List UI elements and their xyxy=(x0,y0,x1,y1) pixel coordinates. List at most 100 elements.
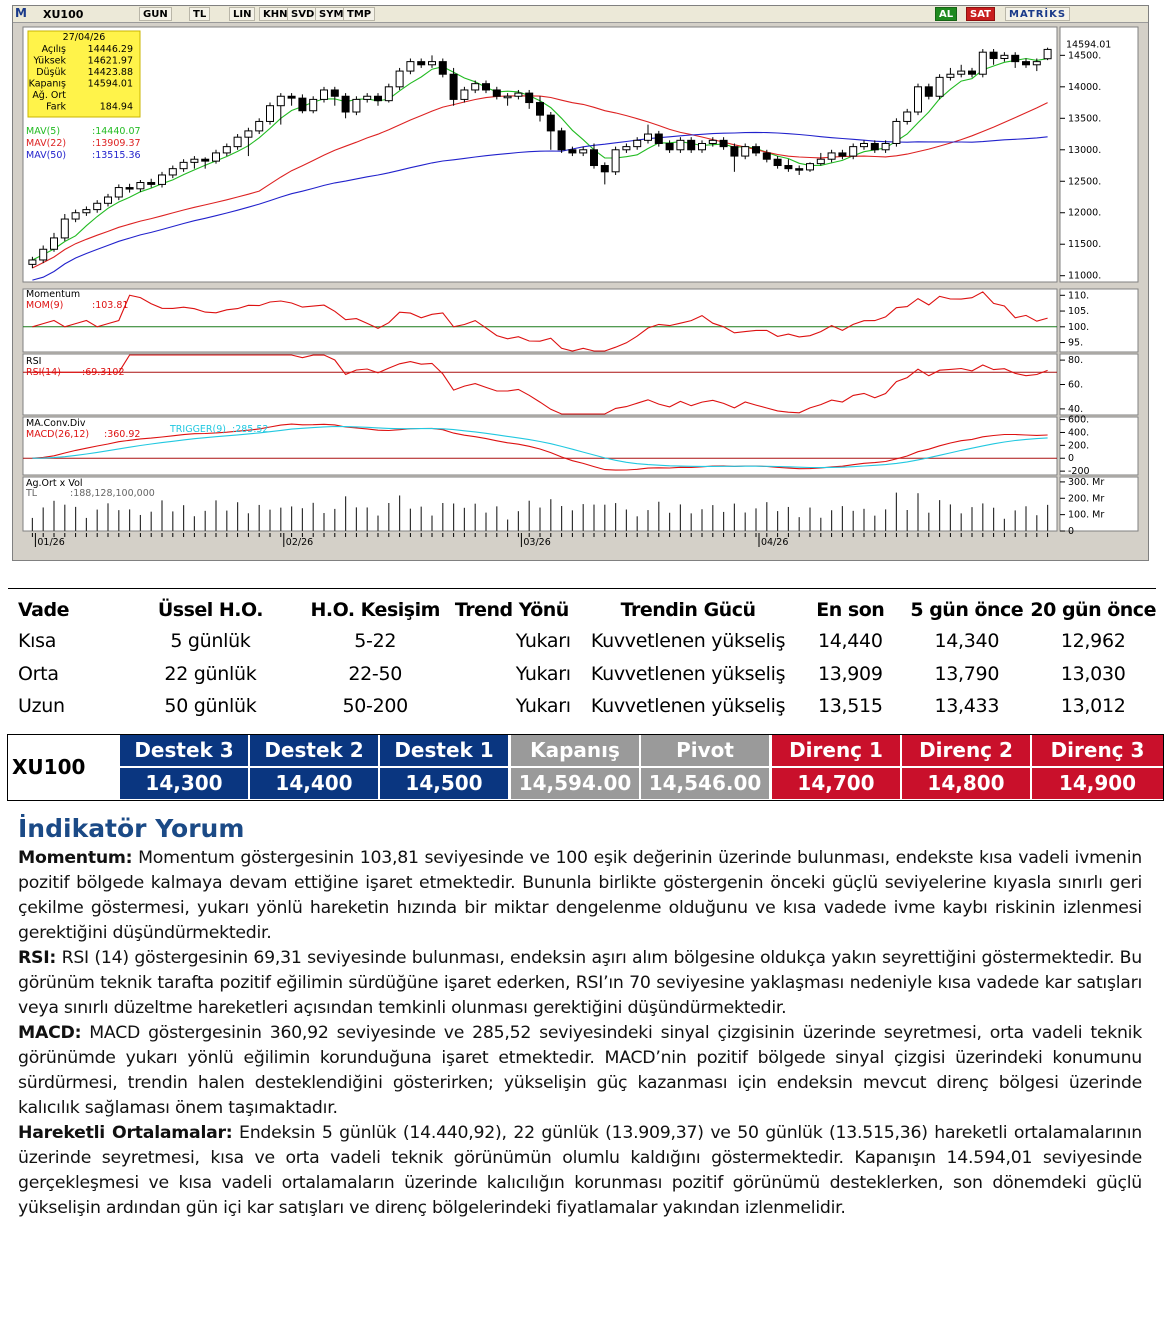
table-cell: Yukarı xyxy=(515,630,571,653)
candle-body xyxy=(568,149,577,154)
chart-toolbar: M XU100 GUN TL LIN KHN SVD SYM TMP AL SA… xyxy=(13,6,1148,23)
trend-summary-table: Vade Üssel H.O. H.O. Kesişim Trend Yönü … xyxy=(8,589,1156,723)
rsi-title: RSI xyxy=(26,356,41,367)
table-header-row: Vade Üssel H.O. H.O. Kesişim Trend Yönü … xyxy=(8,589,1156,625)
svd-button[interactable]: SVD xyxy=(287,7,319,21)
symbol-label[interactable]: XU100 xyxy=(43,8,84,21)
momentum-value: :103.81 xyxy=(92,300,128,311)
macd-label: MACD(26,12) xyxy=(26,429,89,440)
candle-body xyxy=(752,146,760,154)
period-gun-button[interactable]: GUN xyxy=(139,7,172,21)
rsi-paragraph: RSI: RSI (14) göstergesinin 69,31 seviye… xyxy=(18,946,1142,1021)
candle-body xyxy=(806,163,814,171)
momentum-panel xyxy=(22,288,1058,353)
momentum-line xyxy=(32,291,1048,352)
table-cell: Kuvvetlenen yükseliş xyxy=(590,630,786,653)
x-tick-label: 03/26 xyxy=(523,537,550,548)
last-price-label: 14594.01 xyxy=(1066,39,1111,50)
table-cell: 22-50 xyxy=(348,662,403,685)
table-cell: Kısa xyxy=(18,630,57,653)
table-cell: Orta xyxy=(18,662,59,685)
brand-label: MATRİKS xyxy=(1005,7,1071,21)
volume-tick-label: 100. Mr xyxy=(1068,510,1104,521)
candle-body xyxy=(298,97,307,112)
table-cell: 14,440 xyxy=(817,630,883,653)
candle-body xyxy=(136,182,145,190)
macd-tick-label: -200 xyxy=(1068,466,1090,477)
pivot-value: 14,546.00 xyxy=(641,768,769,799)
macd-title: MA.Conv.Div xyxy=(26,418,86,429)
momentum-tick-label: 105. xyxy=(1068,306,1089,317)
buy-button[interactable]: AL xyxy=(935,7,958,21)
info-value: 14594.01 xyxy=(88,79,133,90)
support-1-label: Destek 1 xyxy=(380,735,508,766)
table-cell: 13,030 xyxy=(1060,662,1126,685)
x-tick-label: 02/26 xyxy=(286,537,313,548)
price-tick-label: 12500. xyxy=(1068,176,1101,187)
table-cell: 13,790 xyxy=(934,662,1000,685)
candle-body xyxy=(870,142,879,151)
candle-body xyxy=(849,146,858,157)
levels-symbol: XU100 xyxy=(12,755,86,779)
candle-body xyxy=(179,161,188,170)
mav-legend-value: :13515.36 xyxy=(92,150,141,161)
table-cell: 12,962 xyxy=(1060,630,1126,653)
column-header: Trend Yönü xyxy=(454,599,569,621)
momentum-tick-label: 95. xyxy=(1068,338,1083,349)
resistance-3-value: 14,900 xyxy=(1032,768,1163,799)
price-panel xyxy=(22,26,1058,283)
info-value: 14621.97 xyxy=(88,56,133,67)
candle-body xyxy=(276,95,285,107)
tmp-button[interactable]: TMP xyxy=(343,7,376,21)
candle-body xyxy=(579,149,588,154)
candle-body xyxy=(320,89,328,100)
candle-body xyxy=(719,139,728,148)
paragraph-label: Hareketli Ortalamalar: xyxy=(18,1123,233,1143)
macd-tick-label: 200. xyxy=(1068,440,1089,451)
scale-lin-button[interactable]: LIN xyxy=(229,7,256,21)
support-3-label: Destek 3 xyxy=(120,735,248,766)
candle-body xyxy=(406,61,415,72)
macd-panel-axis xyxy=(1059,416,1139,476)
resistance-3-label: Direnç 3 xyxy=(1032,735,1163,766)
candle-body xyxy=(395,70,404,88)
candle-body xyxy=(924,86,933,97)
candle-body xyxy=(741,146,750,157)
macd-tick-label: 0 xyxy=(1068,453,1074,464)
table-cell: 50-200 xyxy=(342,695,408,718)
candle-body xyxy=(546,114,555,132)
rsi-tick-label: 40. xyxy=(1068,404,1083,415)
resistance-2-value: 14,800 xyxy=(902,768,1030,799)
candle-body xyxy=(147,182,156,185)
candle-body xyxy=(968,70,976,75)
candle-body xyxy=(708,139,717,144)
momentum-paragraph: Momentum: Momentum göstergesinin 103,81 … xyxy=(18,846,1142,946)
candle-body xyxy=(654,133,663,144)
candle-body xyxy=(503,95,512,99)
candle-body xyxy=(428,61,436,66)
chart-plot[interactable]: 11000. 11500. 12000. 12500. 13000. 13500. 1400… xyxy=(20,23,1142,558)
candle-body xyxy=(233,136,242,148)
table-cell: 5-22 xyxy=(354,630,397,653)
info-value: 14423.88 xyxy=(88,67,133,78)
paragraph-label: RSI: xyxy=(18,948,57,968)
mav-legend-name: MAV(5) xyxy=(26,126,60,137)
table-cell: Kuvvetlenen yükseliş xyxy=(590,662,786,685)
candle-body xyxy=(665,142,674,151)
table-row: Kısa 5 günlük 5-22 Yukarı Kuvvetlenen yü… xyxy=(8,625,1156,658)
indicator-commentary: İndikatör Yorum Momentum: Momentum göste… xyxy=(18,812,1142,1221)
candle-body xyxy=(460,89,469,100)
rsi-tick-label: 80. xyxy=(1068,355,1083,366)
candle-body xyxy=(946,73,955,78)
commentary-title: İndikatör Yorum xyxy=(18,814,245,843)
momentum-panel-axis xyxy=(1059,288,1139,353)
candle-body xyxy=(1000,54,1009,59)
column-header: Trendin Gücü xyxy=(620,599,756,621)
candle-body xyxy=(352,98,361,113)
rsi-label: RSI(14) xyxy=(26,367,61,378)
currency-tl-button[interactable]: TL xyxy=(189,7,211,21)
candle-body xyxy=(417,61,426,66)
sell-button[interactable]: SAT xyxy=(966,7,995,21)
paragraph-text: Endeksin 5 günlük (14.440,92), 22 günlük… xyxy=(18,1123,1142,1218)
candle-body xyxy=(914,86,922,113)
